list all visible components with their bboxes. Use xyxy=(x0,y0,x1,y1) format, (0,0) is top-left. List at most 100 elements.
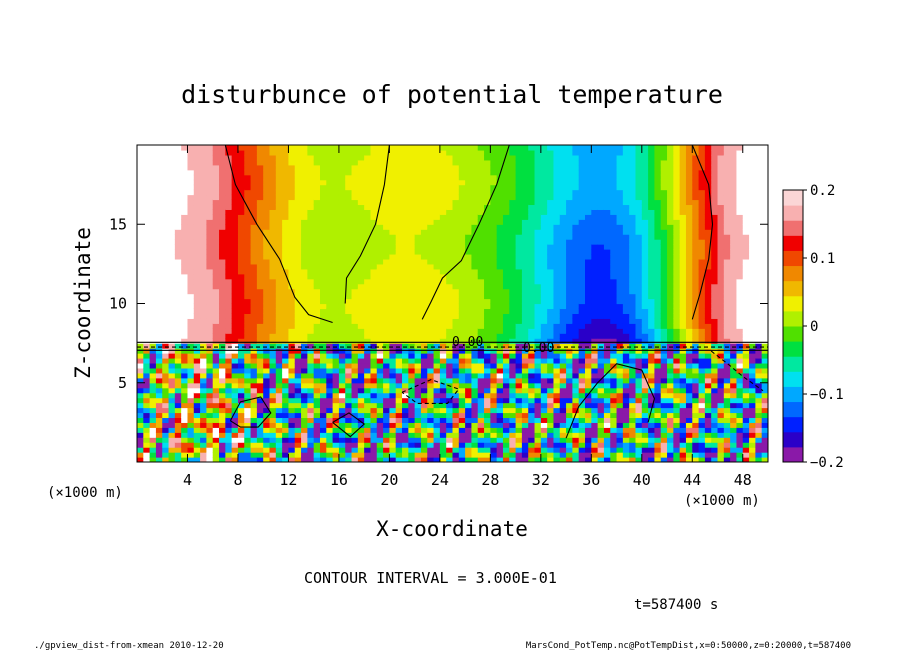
heatmap-cell xyxy=(288,407,296,414)
heatmap-cell xyxy=(200,268,208,275)
heatmap-cell xyxy=(225,303,233,310)
heatmap-cell xyxy=(294,377,302,384)
heatmap-cell xyxy=(528,179,536,186)
heatmap-cell xyxy=(225,184,233,191)
heatmap-cell xyxy=(212,437,220,443)
heatmap-cell xyxy=(414,204,422,210)
heatmap-cell xyxy=(370,249,378,255)
heatmap-cell xyxy=(559,239,567,245)
heatmap-cell xyxy=(143,268,151,275)
heatmap-cell xyxy=(231,387,239,394)
heatmap-cell xyxy=(351,432,359,438)
heatmap-cell xyxy=(585,303,592,310)
heatmap-cell xyxy=(389,169,397,176)
heatmap-cell xyxy=(509,313,517,319)
heatmap-cell xyxy=(553,278,561,285)
heatmap-cell xyxy=(225,422,233,428)
heatmap-cell xyxy=(200,224,208,230)
heatmap-cell xyxy=(465,283,473,290)
heatmap-cell xyxy=(206,432,214,438)
heatmap-cell xyxy=(484,239,491,245)
heatmap-cell xyxy=(465,253,473,260)
heatmap-cell xyxy=(465,313,473,319)
heatmap-cell xyxy=(244,412,252,419)
heatmap-cell xyxy=(509,407,517,414)
heatmap-cell xyxy=(370,298,378,305)
heatmap-cell xyxy=(572,353,580,359)
heatmap-cell xyxy=(187,357,195,364)
heatmap-cell xyxy=(452,154,460,161)
heatmap-cell xyxy=(225,288,233,295)
heatmap-cell xyxy=(452,402,460,409)
heatmap-cell xyxy=(282,258,290,265)
heatmap-cell xyxy=(591,323,599,329)
heatmap-cell xyxy=(389,442,397,448)
heatmap-cell xyxy=(193,417,201,423)
heatmap-cell xyxy=(275,313,283,319)
heatmap-cell xyxy=(578,298,586,305)
heatmap-cell xyxy=(212,288,220,295)
heatmap-cell xyxy=(237,387,245,394)
heatmap-cell xyxy=(275,224,283,230)
heatmap-cell xyxy=(484,328,491,334)
heatmap-cell xyxy=(427,214,435,220)
heatmap-cell xyxy=(496,362,504,369)
heatmap-cell xyxy=(427,219,435,225)
heatmap-cell xyxy=(566,442,573,448)
heatmap-cell xyxy=(439,278,447,285)
heatmap-cell xyxy=(364,387,372,394)
heatmap-cell xyxy=(288,149,296,156)
heatmap-cell xyxy=(521,189,529,196)
heatmap-cell xyxy=(181,145,189,151)
heatmap-cell xyxy=(534,338,542,344)
heatmap-cell xyxy=(566,149,573,156)
heatmap-cell xyxy=(534,179,542,186)
heatmap-cell xyxy=(200,362,208,369)
heatmap-cell xyxy=(187,318,195,324)
heatmap-cell xyxy=(446,402,454,409)
heatmap-cell xyxy=(237,377,245,384)
heatmap-cell xyxy=(181,293,189,300)
heatmap-cell xyxy=(572,288,580,295)
heatmap-cell xyxy=(553,333,561,339)
heatmap-cell xyxy=(269,194,277,201)
heatmap-cell xyxy=(219,447,226,453)
heatmap-cell xyxy=(225,169,233,176)
heatmap-cell xyxy=(553,407,561,414)
heatmap-cell xyxy=(162,457,170,462)
heatmap-cell xyxy=(307,169,315,176)
heatmap-cell xyxy=(187,427,195,433)
heatmap-cell xyxy=(471,179,479,186)
heatmap-cell xyxy=(559,253,567,260)
heatmap-cell xyxy=(301,392,308,399)
heatmap-cell xyxy=(162,204,170,210)
heatmap-cell xyxy=(490,149,498,156)
heatmap-cell xyxy=(200,447,208,453)
heatmap-cell xyxy=(471,377,479,384)
heatmap-cell xyxy=(332,432,340,438)
heatmap-cell xyxy=(420,397,428,404)
heatmap-cell xyxy=(603,229,611,235)
heatmap-cell xyxy=(225,159,233,166)
heatmap-cell xyxy=(484,145,491,151)
heatmap-cell xyxy=(484,189,491,196)
heatmap-cell xyxy=(250,278,258,285)
heatmap-cell xyxy=(364,407,372,414)
heatmap-cell xyxy=(433,338,441,344)
heatmap-cell xyxy=(616,437,624,443)
heatmap-cell xyxy=(149,214,157,220)
heatmap-cell xyxy=(275,154,283,161)
heatmap-cell xyxy=(237,447,245,453)
heatmap-cell xyxy=(420,427,428,433)
heatmap-cell xyxy=(332,313,340,319)
heatmap-cell xyxy=(616,219,624,225)
heatmap-cell xyxy=(212,417,220,423)
heatmap-cell xyxy=(597,397,605,404)
heatmap-cell xyxy=(225,278,233,285)
heatmap-cell xyxy=(351,204,359,210)
heatmap-cell xyxy=(402,268,409,275)
heatmap-cell xyxy=(168,219,176,225)
heatmap-cell xyxy=(149,367,157,374)
heatmap-cell xyxy=(477,392,485,399)
heatmap-cell xyxy=(212,452,220,458)
